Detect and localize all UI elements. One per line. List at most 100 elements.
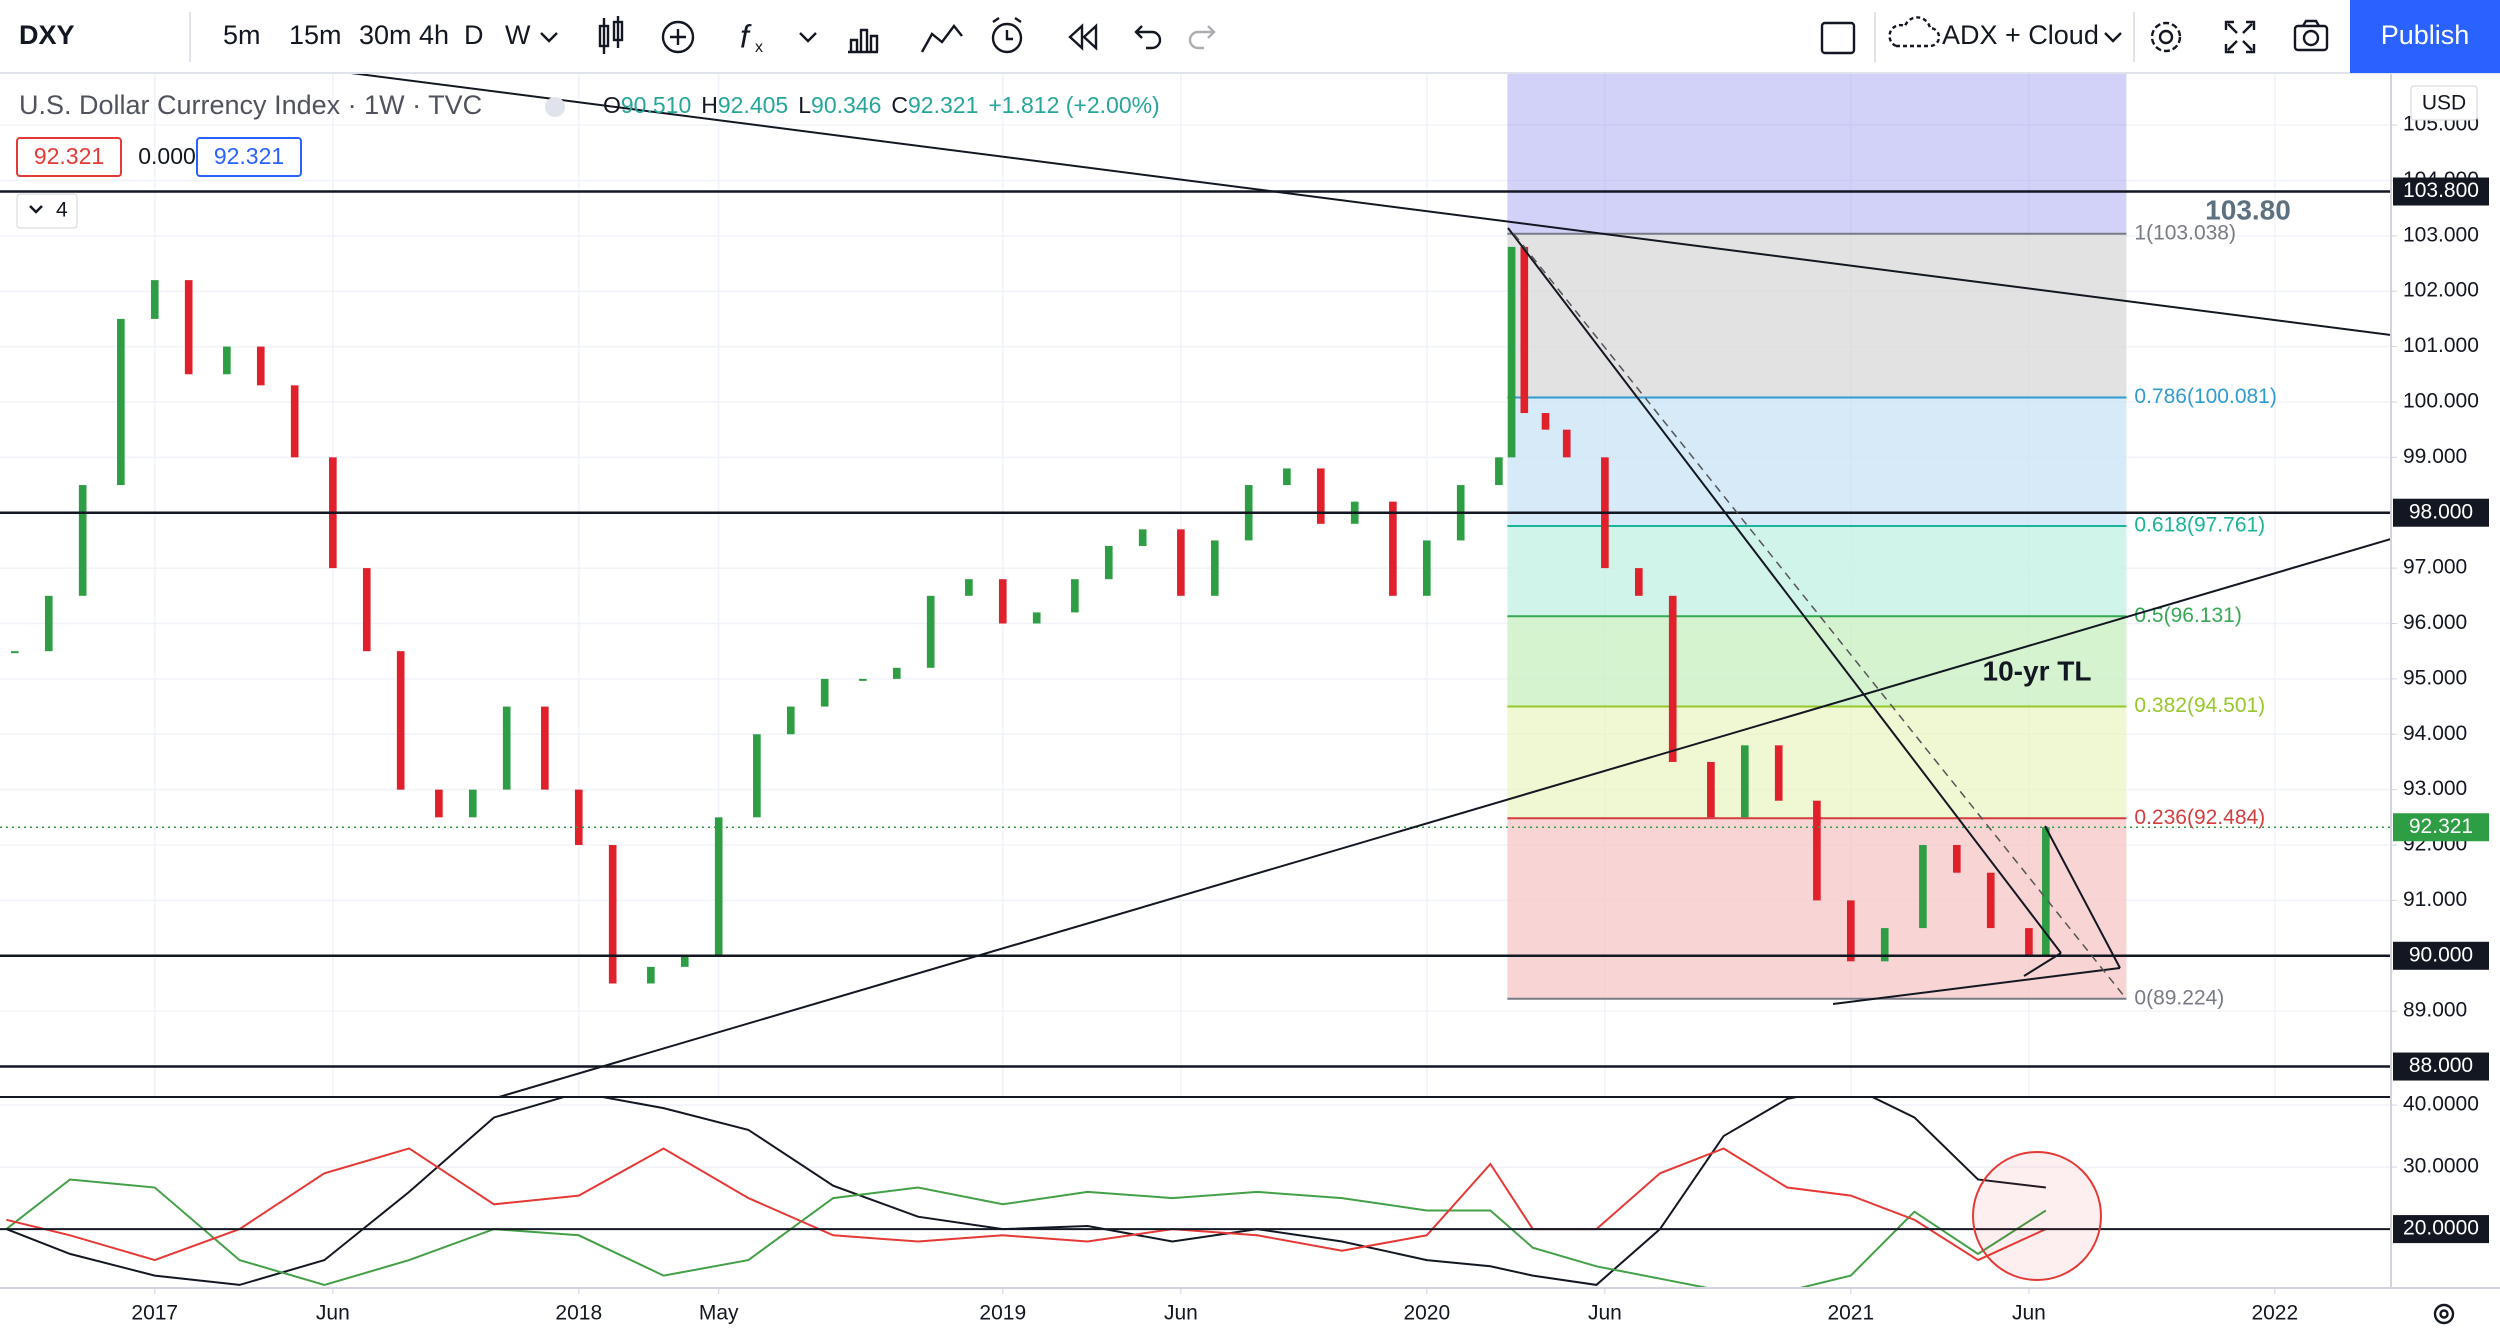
trend-line[interactable] (2044, 825, 2121, 969)
fib-label: 0.5(96.131) (2134, 604, 2241, 627)
interval-button[interactable]: 15m (289, 20, 342, 50)
last-price-label: 92.321 (2409, 815, 2473, 838)
currency-badge[interactable] (2410, 85, 2478, 121)
trend-line[interactable] (1507, 227, 2062, 954)
x-tick-label: 2022 (2251, 1302, 2298, 1325)
ohlc-label: H (701, 92, 718, 118)
redo-button[interactable] (1188, 25, 1216, 50)
candle (859, 678, 867, 681)
trend-line[interactable] (498, 538, 2391, 1097)
collapse-chevron (29, 205, 43, 214)
snapshot-button[interactable] (2293, 19, 2329, 52)
highlight-circle[interactable] (1972, 1151, 2102, 1281)
alerts-like-button[interactable] (920, 24, 963, 53)
x-tick-label: Jun (1164, 1302, 1198, 1325)
candle (290, 385, 299, 458)
indicator-line (5, 1178, 2047, 1288)
badge-value: 92.321 (34, 143, 104, 169)
indicator-template[interactable]: ADX + Cloud (1942, 20, 2099, 50)
interval-dropdown[interactable] (540, 32, 558, 43)
ohlc-label: O (603, 92, 621, 118)
interval-button[interactable]: 5m (223, 20, 261, 50)
ohlc-value: 90.510 (621, 92, 691, 118)
candle (1520, 246, 1529, 414)
chart-type-button[interactable] (598, 16, 624, 54)
alert-button[interactable] (991, 17, 1023, 54)
candle (1919, 845, 1927, 929)
candle (1562, 429, 1571, 458)
x-tick-label: 2019 (979, 1302, 1026, 1325)
drawings (350, 73, 2391, 1097)
fib-label: 0.236(92.484) (2134, 806, 2265, 829)
undo-button[interactable] (1134, 25, 1162, 50)
fullscreen-button[interactable] (2224, 20, 2256, 54)
y-tick-label: 94.000 (2403, 722, 2467, 745)
candle (1032, 612, 1041, 624)
y-tick-label: 103.000 (2403, 223, 2479, 246)
last-price-box (2393, 813, 2489, 842)
collapse-button[interactable] (16, 193, 78, 229)
candle (396, 651, 405, 790)
template-dropdown[interactable] (2104, 32, 2122, 43)
price-label: 98.000 (2409, 500, 2473, 523)
candle (820, 678, 829, 707)
candle (1138, 529, 1147, 546)
replay-button[interactable] (1068, 23, 1098, 51)
candle (362, 568, 371, 652)
candle (2025, 928, 2033, 956)
compare-button[interactable] (661, 20, 695, 54)
interval-button[interactable]: W (505, 20, 531, 50)
candle (1813, 800, 1821, 901)
candle (223, 346, 231, 375)
candle (786, 706, 795, 735)
candle (1740, 745, 1749, 818)
indicator-line (5, 1098, 2046, 1286)
candle (1071, 579, 1079, 613)
candle (1507, 246, 1516, 458)
y-tick-label: 30.0000 (2403, 1155, 2479, 1178)
annotation[interactable]: 10-yr TL (1983, 655, 2092, 686)
toolbar (0, 0, 2500, 73)
interval-button[interactable]: 30m (359, 20, 412, 50)
candle (680, 955, 689, 967)
candle (44, 595, 53, 652)
candle (435, 789, 443, 818)
collapse-count: 4 (56, 199, 68, 222)
candle (184, 280, 193, 375)
candle (1210, 540, 1219, 596)
candle (753, 734, 761, 818)
settings-icon[interactable] (2433, 1303, 2455, 1325)
candle (11, 651, 19, 654)
candle (1880, 928, 1889, 962)
main-pane-background (0, 73, 2391, 1097)
currency: USD (2422, 92, 2466, 115)
settings-button[interactable] (2150, 21, 2182, 53)
trend-line[interactable] (350, 73, 2391, 336)
annotation[interactable]: 103.80 (2205, 194, 2291, 225)
interval-button[interactable]: 4h (419, 20, 449, 50)
cloud-icon[interactable] (1888, 16, 1941, 48)
candle (117, 318, 125, 486)
fib-band (1507, 706, 2127, 819)
y-tick-label: 93.000 (2403, 777, 2467, 800)
candle (541, 706, 549, 790)
y-tick-label: 91.000 (2403, 888, 2467, 911)
fib-band (1507, 397, 2127, 526)
interval-button[interactable]: D (464, 20, 484, 50)
dashed-line[interactable] (1513, 233, 2125, 997)
x-tick-label: Jun (316, 1302, 350, 1325)
trend-line[interactable] (1832, 967, 2121, 1005)
templates-button[interactable] (848, 28, 879, 54)
fib-zone (1507, 73, 2127, 234)
candle (256, 346, 265, 386)
y-tick-label: 89.000 (2403, 999, 2467, 1022)
trend-line[interactable] (2023, 952, 2062, 977)
symbol[interactable]: DXY (19, 20, 75, 50)
candle (892, 667, 901, 679)
fib-label: 1(103.038) (2134, 221, 2236, 244)
layout-button[interactable] (1820, 21, 1856, 55)
candle (1774, 745, 1783, 801)
publish-button[interactable] (2350, 0, 2500, 73)
candle (78, 485, 87, 596)
